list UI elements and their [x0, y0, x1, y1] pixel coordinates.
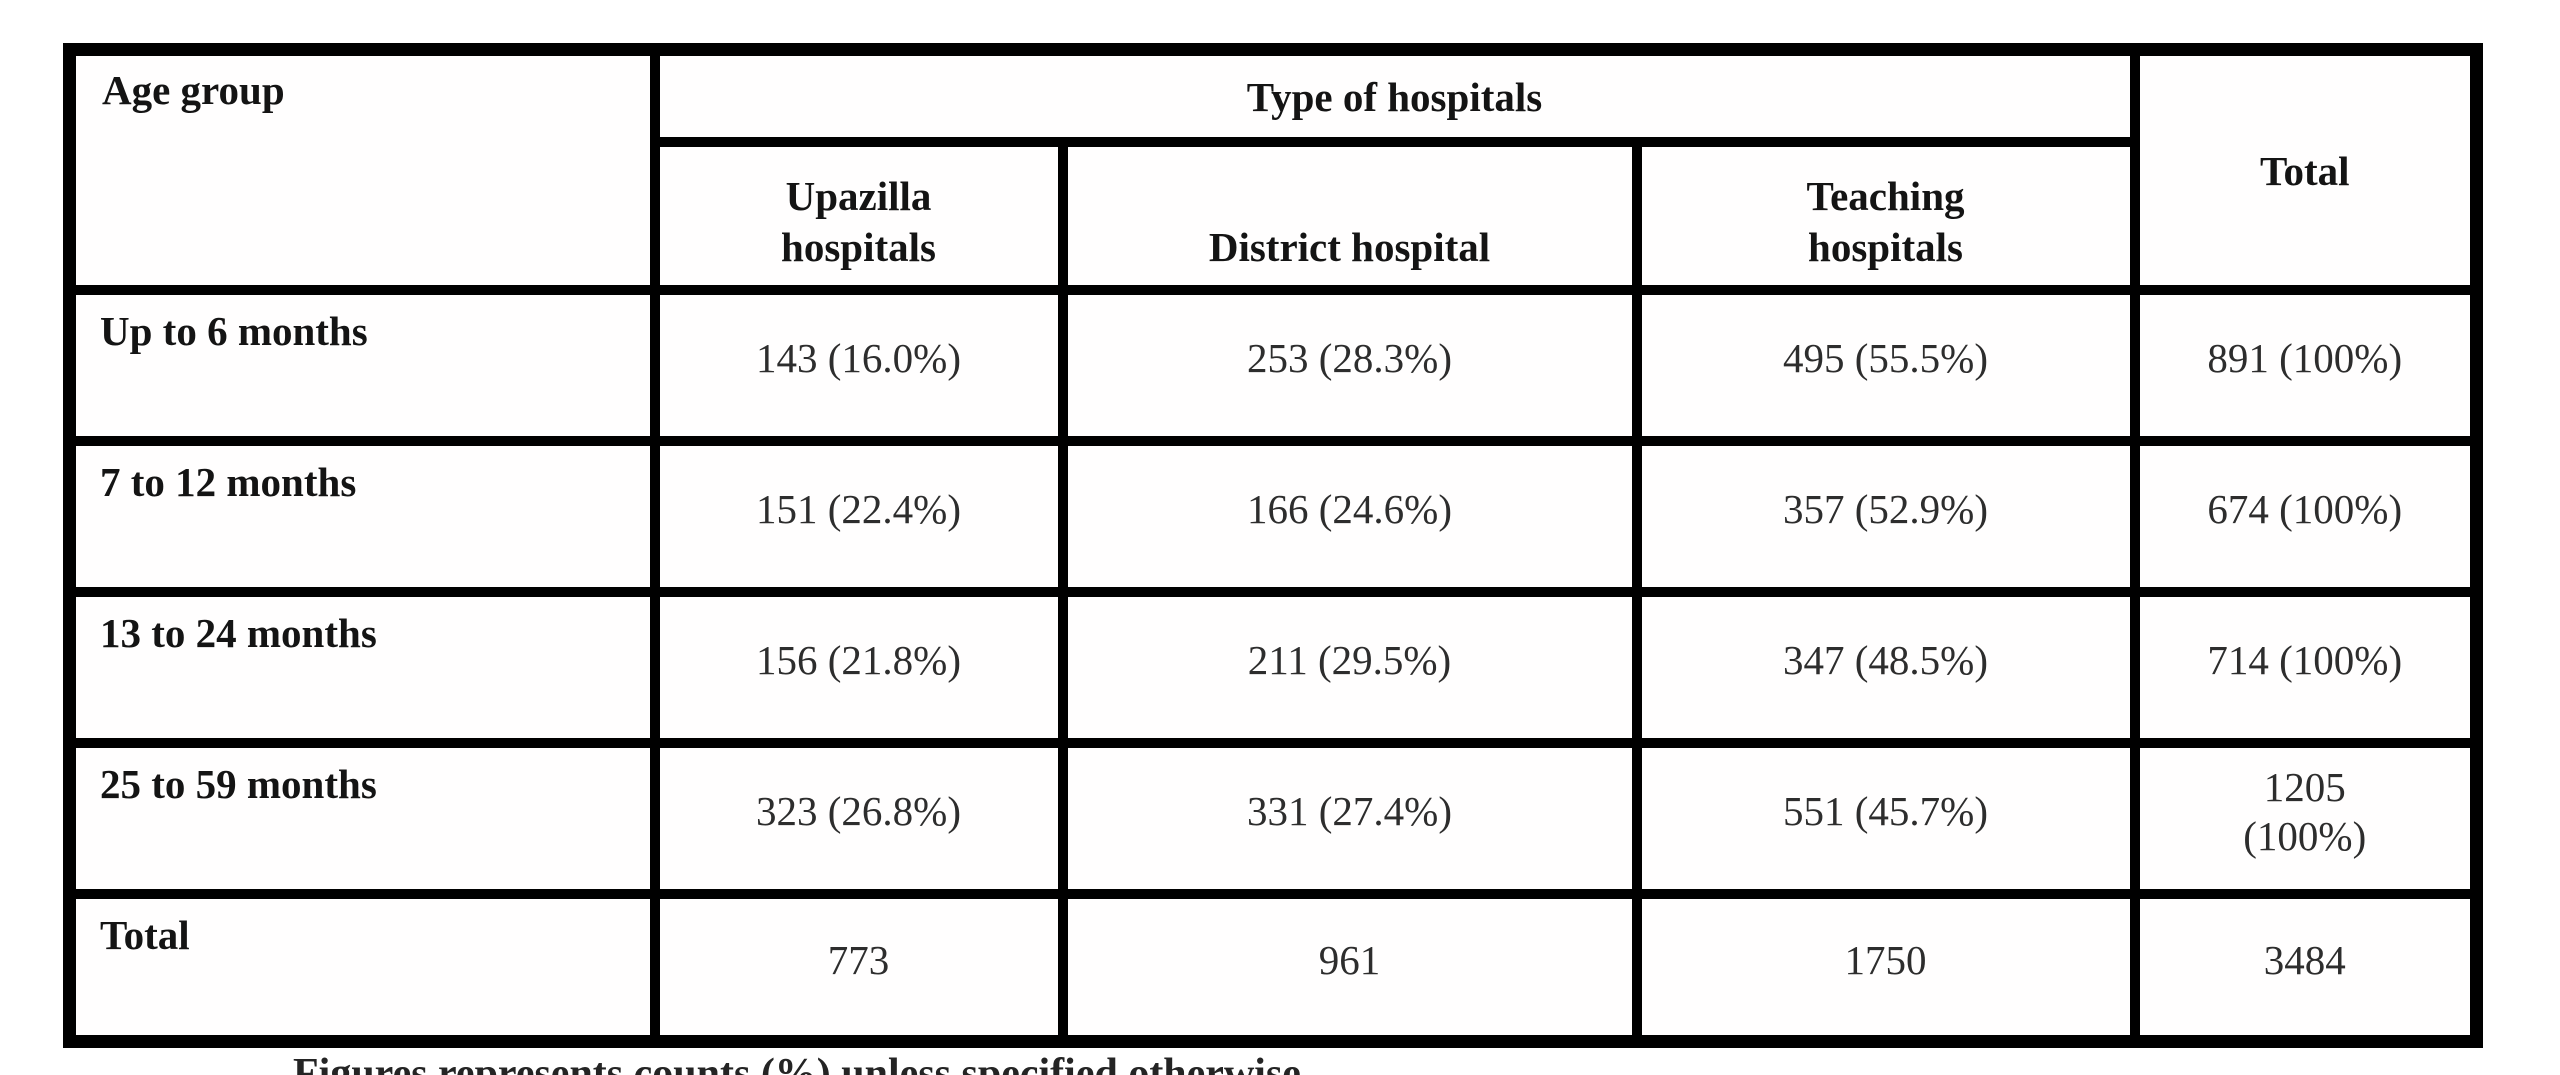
- column-header-district-hospital: District hospital: [1057, 137, 1642, 296]
- cell-total-upazilla: 773: [649, 888, 1068, 1047]
- row-label-13-to-24-months: 13 to 24 months: [64, 586, 660, 748]
- row-label-7-to-12-months: 7 to 12 months: [64, 436, 660, 597]
- cell-upazilla: 156 (21.8%): [649, 586, 1068, 748]
- cell-upazilla: 323 (26.8%): [649, 737, 1068, 899]
- header-row-group: Age group Type of hospitals Total: [64, 44, 2482, 296]
- cell-upazilla: 143 (16.0%): [649, 285, 1068, 446]
- hospital-age-table-wrap: Age group Type of hospitals Total Upazil…: [63, 43, 2484, 1048]
- cell-teaching: 551 (45.7%): [1631, 737, 2140, 899]
- table-row: 13 to 24 months 156 (21.8%) 211 (29.5%) …: [64, 586, 2482, 748]
- table-footnote-clipped: Figures represents counts (%) unless spe…: [293, 1049, 1793, 1075]
- column-header-upazilla-hospitals: Upazilla hospitals: [649, 137, 1068, 296]
- cell-district: 211 (29.5%): [1057, 586, 1642, 748]
- row-label-25-to-59-months: 25 to 59 months: [64, 737, 660, 899]
- column-header-total: Total: [2129, 44, 2482, 296]
- column-header-teaching-hospitals: Teaching hospitals: [1631, 137, 2140, 296]
- table-row: 25 to 59 months 323 (26.8%) 331 (27.4%) …: [64, 737, 2482, 899]
- cell-district: 166 (24.6%): [1057, 436, 1642, 597]
- cell-row-total: 674 (100%): [2129, 436, 2482, 597]
- cell-district: 253 (28.3%): [1057, 285, 1642, 446]
- cell-total-district: 961: [1057, 888, 1642, 1047]
- cell-row-total: 1205 (100%): [2129, 737, 2482, 899]
- row-label-up-to-6-months: Up to 6 months: [64, 285, 660, 446]
- cell-row-total: 714 (100%): [2129, 586, 2482, 748]
- corner-header-age-group: Age group: [64, 44, 660, 296]
- cell-grand-total: 3484: [2129, 888, 2482, 1047]
- cell-teaching: 357 (52.9%): [1631, 436, 2140, 597]
- row-label-total: Total: [64, 888, 660, 1047]
- header-row-columns: Upazilla hospitals District hospital Tea…: [70, 137, 2477, 296]
- cell-total-teaching: 1750: [1631, 888, 2140, 1047]
- hospital-age-table: Age group Type of hospitals Total Upazil…: [63, 43, 2484, 1048]
- footnote-text: Figures represents counts (%) unless spe…: [293, 1051, 1301, 1075]
- table-row: 7 to 12 months 151 (22.4%) 166 (24.6%) 3…: [64, 436, 2482, 597]
- cell-upazilla: 151 (22.4%): [649, 436, 1068, 597]
- table-row: Up to 6 months 143 (16.0%) 253 (28.3%) 4…: [64, 285, 2482, 446]
- cell-row-total: 891 (100%): [2129, 285, 2482, 446]
- cell-district: 331 (27.4%): [1057, 737, 1642, 899]
- cell-teaching: 495 (55.5%): [1631, 285, 2140, 446]
- group-header-type-of-hospitals: Type of hospitals: [649, 44, 2140, 148]
- table-total-row: Total 773 961 1750 3484: [64, 888, 2482, 1047]
- cell-teaching: 347 (48.5%): [1631, 586, 2140, 748]
